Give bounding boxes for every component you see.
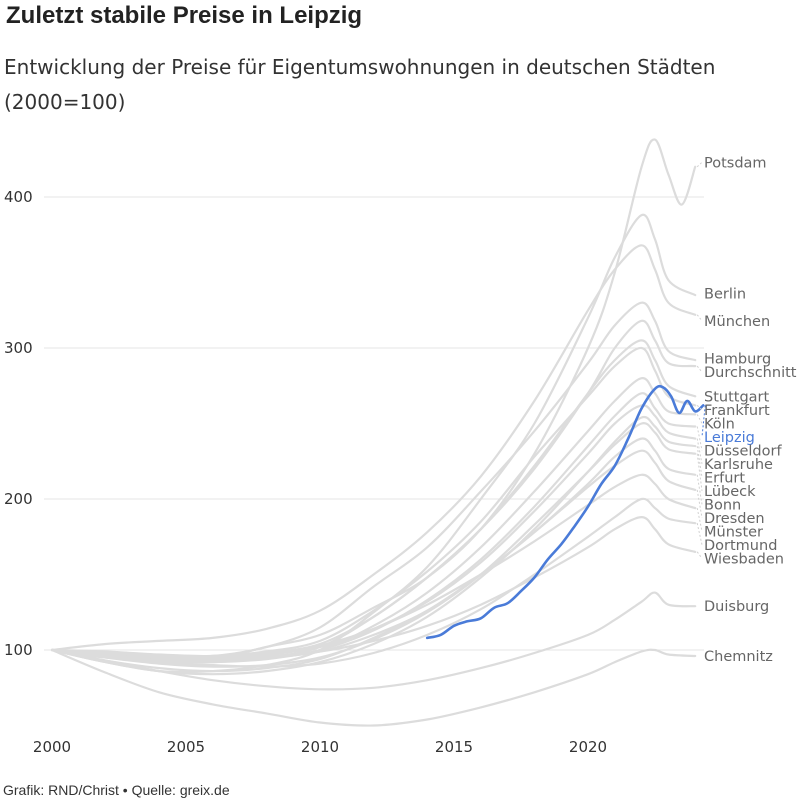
series-line-berlin bbox=[50, 213, 697, 674]
series-label-leader bbox=[701, 405, 706, 437]
series-line-erfurt bbox=[50, 415, 697, 676]
series-line-dortmund bbox=[50, 497, 697, 668]
series-line-karlsruhe bbox=[50, 404, 697, 659]
background-series bbox=[50, 138, 697, 727]
series-label-leader bbox=[696, 446, 703, 478]
series-line-münster bbox=[50, 473, 697, 658]
series-label-chemnitz: Chemnitz bbox=[704, 649, 773, 665]
series-label-leader bbox=[696, 489, 703, 518]
series-line-duisburg bbox=[50, 591, 697, 691]
series-label-berlin: Berlin bbox=[704, 287, 746, 303]
y-tick-label: 200 bbox=[4, 490, 33, 508]
series-label-leader bbox=[696, 474, 703, 505]
series-label-leader bbox=[696, 414, 703, 424]
series-line-hamburg bbox=[50, 301, 697, 658]
chart-credit: Grafik: RND/Christ • Quelle: greix.de bbox=[3, 782, 230, 798]
series-label-erfurt: Erfurt bbox=[704, 470, 745, 486]
series-label-leader bbox=[696, 426, 703, 451]
chart-subtitle: Entwicklung der Preise für Eigentumswohn… bbox=[4, 55, 716, 114]
series-line-chemnitz bbox=[50, 648, 697, 727]
y-tick-label: 100 bbox=[4, 641, 33, 659]
x-tick-label: 2015 bbox=[435, 738, 473, 756]
series-label-bonn: Bonn bbox=[704, 497, 741, 513]
series-label-duisburg: Duisburg bbox=[704, 599, 769, 615]
series-line-wiesbaden bbox=[50, 516, 697, 659]
series-label-leader bbox=[696, 438, 703, 464]
series-label-potsdam: Potsdam bbox=[704, 155, 767, 171]
series-label-wiesbaden: Wiesbaden bbox=[704, 551, 784, 567]
x-tick-label: 2005 bbox=[167, 738, 205, 756]
x-tick-label: 2000 bbox=[33, 738, 71, 756]
series-line-frankfurt bbox=[50, 346, 697, 658]
highlight-series bbox=[425, 384, 705, 640]
series-label-hamburg: Hamburg bbox=[704, 352, 771, 368]
series-label-leader bbox=[696, 551, 703, 559]
series-label-leader bbox=[696, 161, 703, 168]
series-line-dresden bbox=[50, 449, 697, 673]
series-line-münchen bbox=[50, 244, 697, 652]
series-label-leader bbox=[696, 405, 703, 411]
series-label-münster: Münster bbox=[704, 524, 763, 540]
series-label-leader bbox=[696, 365, 703, 373]
chart-title: Zuletzt stabile Preise in Leipzig bbox=[6, 2, 363, 29]
series-label-düsseldorf: Düsseldorf bbox=[704, 443, 782, 459]
series-label-stuttgart: Stuttgart bbox=[704, 389, 770, 405]
x-tick-label: 2020 bbox=[569, 738, 607, 756]
series-label-dresden: Dresden bbox=[704, 511, 765, 527]
series-label-dortmund: Dortmund bbox=[704, 538, 777, 554]
series-label-karlsruhe: Karlsruhe bbox=[704, 457, 773, 473]
x-tick-label: 2010 bbox=[301, 738, 339, 756]
series-label-leader bbox=[696, 314, 703, 322]
series-label-lübeck: Lübeck bbox=[704, 484, 756, 500]
series-label-leader bbox=[696, 523, 703, 545]
series-line-potsdam bbox=[50, 138, 697, 662]
series-label-leipzig: Leipzig bbox=[704, 430, 755, 446]
y-tick-label: 300 bbox=[4, 339, 33, 357]
axis-labels: 100 200 300 400 2000 2005 2010 2015 2020 bbox=[4, 188, 607, 756]
grid-lines bbox=[44, 196, 704, 651]
series-label-frankfurt: Frankfurt bbox=[704, 403, 770, 419]
series-label-durchschnitt: Durchschnitt bbox=[704, 365, 797, 381]
y-tick-label: 400 bbox=[4, 188, 33, 206]
series-line-köln bbox=[50, 377, 697, 662]
series-label-münchen: München bbox=[704, 314, 770, 330]
series-label-köln: Köln bbox=[704, 416, 735, 432]
series-line-leipzig bbox=[425, 384, 705, 640]
